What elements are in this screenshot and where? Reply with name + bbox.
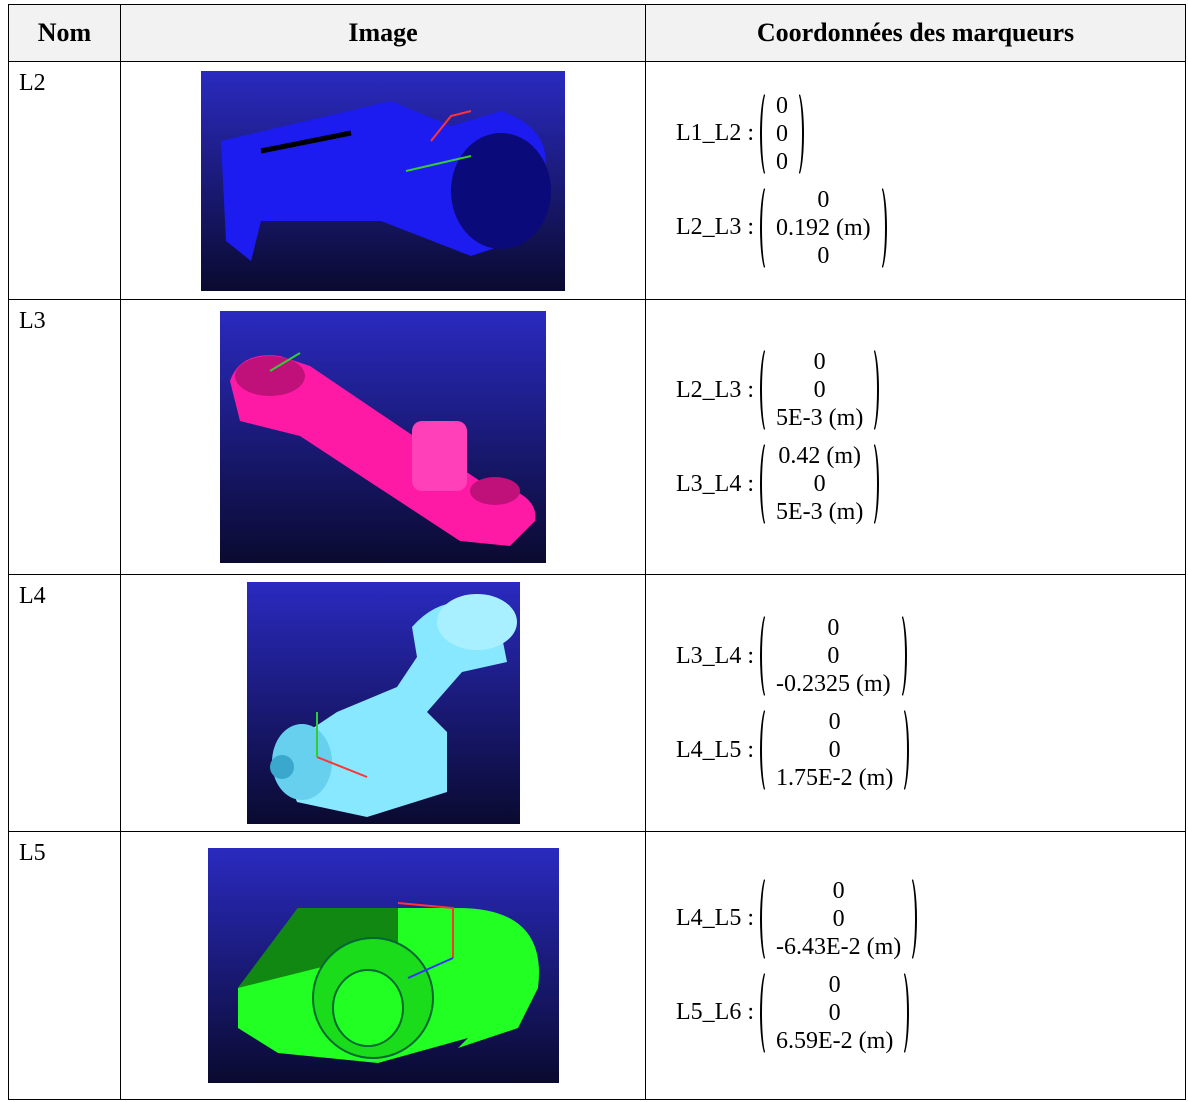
component: 6.59E-2 (m) xyxy=(776,1027,894,1054)
vector-components: 0.42 (m) 0 5E-3 (m) xyxy=(774,440,865,528)
table-row: L4 L3_L4 :0 0 -0.2325 (m) L4_L5 :0 0 1.75E-2 (… xyxy=(8,574,1186,832)
component: 0 xyxy=(817,186,830,213)
link-image xyxy=(246,582,520,824)
paren-right xyxy=(895,706,910,794)
paren-left xyxy=(760,874,774,963)
paren-right xyxy=(895,968,910,1057)
paren-right xyxy=(790,89,804,178)
vector: 0 0.192 (m) 0 xyxy=(760,183,887,272)
component: 5E-3 (m) xyxy=(776,499,864,525)
marker-label: L4_L5 : xyxy=(676,736,754,763)
marker-label: L2_L3 : xyxy=(676,376,754,403)
component: 0 xyxy=(817,242,830,269)
vector: 0 0 5E-3 (m) xyxy=(760,346,880,434)
marker-label: L3_L4 : xyxy=(676,642,754,669)
coord-cell: L1_L2 :0 0 0 L2_L3 :0 0.192 (m) 0 xyxy=(645,61,1186,300)
header-cell: Nom xyxy=(8,4,121,62)
marker-label: L1_L2 : xyxy=(676,120,754,146)
component: 0 xyxy=(828,709,841,735)
paren-right xyxy=(893,612,907,700)
header-row: Nom Image Coordonnées des marqueurs xyxy=(8,4,1186,62)
vector: 0 0 6.59E-2 (m) xyxy=(760,968,910,1057)
marker: L5_L6 :0 0 6.59E-2 (m) xyxy=(676,968,1185,1057)
component: 0 xyxy=(828,737,841,763)
table-row: L5 L4_L5 :0 0 -6.43E-2 (m) L5_L6 :0 0 6.59E-2 … xyxy=(8,831,1186,1100)
link-image xyxy=(201,70,565,291)
component: 0 xyxy=(827,615,840,641)
vector: 0 0 1.75E-2 (m) xyxy=(760,706,910,794)
table-row: L3 L2_L3 :0 0 5E-3 (m) L3_L4 :0.42 (m) 0 5E-3 … xyxy=(8,299,1186,575)
name-cell: L4 xyxy=(8,574,121,832)
component: 0.42 (m) xyxy=(778,443,861,469)
component: 0.192 (m) xyxy=(776,214,871,241)
coord-cell: L4_L5 :0 0 -6.43E-2 (m) L5_L6 :0 0 6.59E-2 (m… xyxy=(645,831,1186,1100)
component: 0 xyxy=(827,643,840,669)
component: 0 xyxy=(813,377,826,403)
coord-cell: L3_L4 :0 0 -0.2325 (m) L4_L5 :0 0 1.75E-2 (m) xyxy=(645,574,1186,832)
vector-components: 0 0 6.59E-2 (m) xyxy=(774,969,895,1057)
component: 0 xyxy=(828,971,841,998)
vector-components: 0 0 5E-3 (m) xyxy=(774,346,865,434)
component: 0 xyxy=(776,92,788,119)
vector: 0.42 (m) 0 5E-3 (m) xyxy=(760,440,880,528)
component: 0 xyxy=(828,999,841,1026)
paren-right xyxy=(865,346,880,434)
component: 5E-3 (m) xyxy=(776,405,864,431)
marker: L4_L5 :0 0 -6.43E-2 (m) xyxy=(676,874,1185,963)
paren-left xyxy=(760,89,774,178)
component: -6.43E-2 (m) xyxy=(776,933,902,960)
name-cell: L5 xyxy=(8,831,121,1100)
component: 0 xyxy=(776,148,788,175)
paren-left xyxy=(760,346,774,434)
vector: 0 0 -6.43E-2 (m) xyxy=(760,874,918,963)
table-body: L2 L1_L2 :0 0 0 L2_L3 :0 0.192 (m) 0 L3 L2_L3 :0… xyxy=(8,61,1186,1100)
marker: L2_L3 :0 0 5E-3 (m) xyxy=(676,346,1185,434)
marker-label: L5_L6 : xyxy=(676,999,754,1025)
vector-components: 0 0.192 (m) 0 xyxy=(774,184,873,272)
component: 0 xyxy=(832,877,845,904)
paren-left xyxy=(760,706,774,794)
vector-components: 0 0 -6.43E-2 (m) xyxy=(774,875,903,963)
marker: L3_L4 :0 0 -0.2325 (m) xyxy=(676,612,1185,700)
marker: L3_L4 : 0.42 (m) 0 5E-3 (m) xyxy=(676,440,1185,528)
paren-right xyxy=(865,440,880,528)
name-cell: L2 xyxy=(8,61,121,300)
marker: L2_L3 : 0 0.192 (m) 0 xyxy=(676,183,1185,272)
marker-label: L4_L5 : xyxy=(676,905,754,931)
link-image xyxy=(220,311,546,563)
component: 0 xyxy=(832,905,845,932)
component: 0 xyxy=(813,349,826,375)
vector-components: 0 0 -0.2325 (m) xyxy=(774,612,893,700)
header-cell: Coordonnées des marqueurs xyxy=(645,4,1186,62)
paren-left xyxy=(760,440,774,528)
component: -0.2325 (m) xyxy=(776,671,891,697)
table-row: L2 L1_L2 :0 0 0 L2_L3 :0 0.192 (m) 0 xyxy=(8,61,1186,300)
header-cell: Image xyxy=(120,4,646,62)
marker: L4_L5 :0 0 1.75E-2 (m) xyxy=(676,706,1185,794)
paren-left xyxy=(760,183,774,272)
vector-components: 0 0 1.75E-2 (m) xyxy=(774,706,895,794)
image-cell xyxy=(120,61,646,300)
component: 0 xyxy=(813,471,826,497)
table: Nom Image Coordonnées des marqueurs L2 L1_L… xyxy=(8,4,1186,1100)
paren-right xyxy=(903,874,918,963)
marker-label: L2_L3 : xyxy=(676,214,754,240)
paren-right xyxy=(873,183,887,272)
image-cell xyxy=(120,574,646,832)
vector: 0 0 -0.2325 (m) xyxy=(760,612,907,700)
name-cell: L3 xyxy=(8,299,121,575)
link-image xyxy=(207,848,559,1083)
coord-cell: L2_L3 :0 0 5E-3 (m) L3_L4 :0.42 (m) 0 5E-3 (m… xyxy=(645,299,1186,575)
paren-left xyxy=(760,968,774,1057)
image-cell xyxy=(120,299,646,575)
component: 0 xyxy=(776,120,788,147)
marker-label: L3_L4 : xyxy=(676,470,754,497)
component: 1.75E-2 (m) xyxy=(776,765,894,791)
image-cell xyxy=(120,831,646,1100)
paren-left xyxy=(760,612,774,700)
